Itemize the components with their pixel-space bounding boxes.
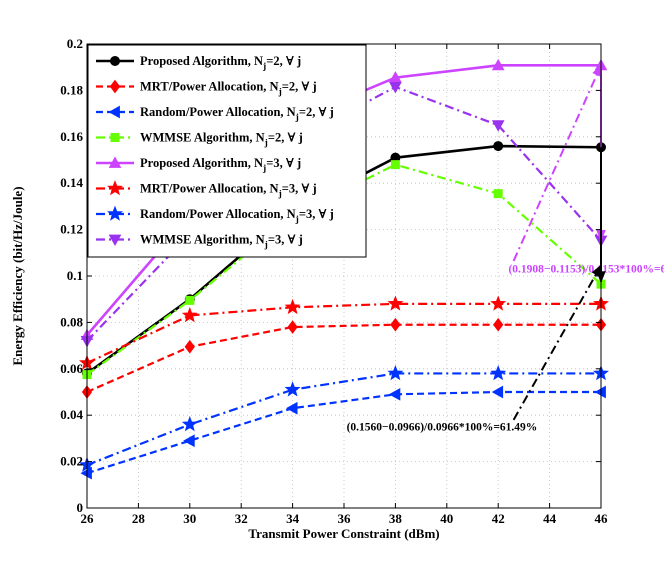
legend-label: Random/Power Allocation, Nj=2, ∀ j <box>140 105 334 123</box>
legend-label: WMMSE Algorithm, Nj=2, ∀ j <box>140 131 303 149</box>
y-axis-label: Energy Efficiency (bit/Hz/Joule) <box>10 186 25 365</box>
data-point <box>493 189 503 199</box>
x-tick-label: 42 <box>492 511 505 526</box>
y-tick-label: 0.18 <box>60 82 83 97</box>
legend-entry-5: Proposed Algorithm, Nj=3, ∀ j <box>96 156 301 174</box>
series-3 <box>80 385 606 480</box>
data-point <box>491 385 504 399</box>
x-tick-label: 46 <box>595 511 609 526</box>
series-line <box>86 372 601 467</box>
data-point <box>287 320 298 334</box>
data-point <box>185 295 195 305</box>
y-tick-label: 0.16 <box>60 129 83 144</box>
annotation-text: (0.1908−0.1153)/0.1153*100%=65.48% <box>508 264 664 276</box>
legend-label: MRT/Power Allocation, Nj=3, ∀ j <box>140 182 317 200</box>
x-tick-label: 44 <box>543 511 557 526</box>
legend-entry-2: MRT/Power Allocation, Nj=2, ∀ j <box>96 80 317 98</box>
y-tick-label: 0.2 <box>67 36 83 51</box>
legend-entry-3: Random/Power Allocation, Nj=2, ∀ j <box>96 105 334 123</box>
legend-label: Random/Power Allocation, Nj=3, ∀ j <box>140 207 334 225</box>
legend-marker <box>110 133 120 142</box>
legend-label: MRT/Power Allocation, Nj=2, ∀ j <box>140 80 317 98</box>
data-point <box>491 120 505 132</box>
annotation-arrow-line <box>512 64 602 262</box>
data-point <box>493 141 504 152</box>
y-tick-label: 0.04 <box>60 407 83 422</box>
data-point <box>390 160 400 170</box>
y-tick-label: 0.14 <box>60 175 83 190</box>
legend-entry-1: Proposed Algorithm, Nj=2, ∀ j <box>96 54 301 72</box>
data-point <box>493 317 504 332</box>
x-tick-label: 38 <box>389 511 403 526</box>
legend-marker <box>108 156 122 168</box>
x-axis-label: Transmit Power Constraint (dBm) <box>248 526 439 541</box>
legend-marker <box>107 205 123 221</box>
legend-entry-4: WMMSE Algorithm, Nj=2, ∀ j <box>96 131 303 149</box>
y-tick-label: 0 <box>77 500 84 515</box>
x-tick-label: 36 <box>338 511 352 526</box>
data-point <box>284 381 301 397</box>
series-line <box>86 390 601 475</box>
legend-label: Proposed Algorithm, Nj=3, ∀ j <box>140 156 301 174</box>
data-point <box>389 82 402 94</box>
annotation-text: (0.1560−0.0966)/0.0966*100%=61.49% <box>347 421 538 433</box>
legend: Proposed Algorithm, Nj=2, ∀ j MRT/Power A… <box>87 44 367 258</box>
legend-entry-6: MRT/Power Allocation, Nj=3, ∀ j <box>96 180 317 200</box>
legend-marker <box>108 105 120 119</box>
data-point <box>390 317 401 332</box>
data-point <box>387 365 404 381</box>
x-tick-label: 40 <box>440 511 453 526</box>
annotation-arrow-line <box>512 265 602 421</box>
series-line <box>86 302 601 364</box>
data-point <box>284 298 301 315</box>
legend-entry-7: Random/Power Allocation, Nj=3, ∀ j <box>96 205 334 225</box>
data-point <box>181 416 198 432</box>
data-point <box>184 339 195 354</box>
data-point <box>181 307 198 323</box>
data-point <box>80 466 92 480</box>
data-point <box>490 365 507 381</box>
series-2 <box>81 317 607 399</box>
x-tick-label: 32 <box>235 511 248 526</box>
legend-label: Proposed Algorithm, Nj=2, ∀ j <box>140 54 301 72</box>
data-point <box>490 295 507 311</box>
data-point <box>387 295 404 311</box>
legend-marker <box>108 234 122 247</box>
legend-marker <box>110 56 120 66</box>
y-tick-label: 0.02 <box>60 454 83 469</box>
x-tick-label: 26 <box>81 511 95 526</box>
legend-box <box>87 44 367 258</box>
x-tick-label: 34 <box>286 511 300 526</box>
legend-label: WMMSE Algorithm, Nj=3, ∀ j <box>140 233 303 251</box>
data-point <box>183 434 195 448</box>
legend-marker <box>107 180 123 196</box>
y-tick-label: 0.08 <box>60 314 83 329</box>
data-point <box>491 58 505 71</box>
legend-entry-8: WMMSE Algorithm, Nj=3, ∀ j <box>96 233 303 251</box>
y-tick-label: 0.12 <box>60 222 83 237</box>
y-tick-label: 0.1 <box>67 268 83 283</box>
series-line <box>86 323 601 394</box>
data-point <box>286 401 298 415</box>
y-tick-label: 0.06 <box>60 361 83 376</box>
x-tick-label: 28 <box>132 511 146 526</box>
data-point <box>388 387 401 401</box>
data-point <box>594 385 606 399</box>
legend-marker <box>109 79 121 94</box>
x-tick-label: 30 <box>183 511 196 526</box>
